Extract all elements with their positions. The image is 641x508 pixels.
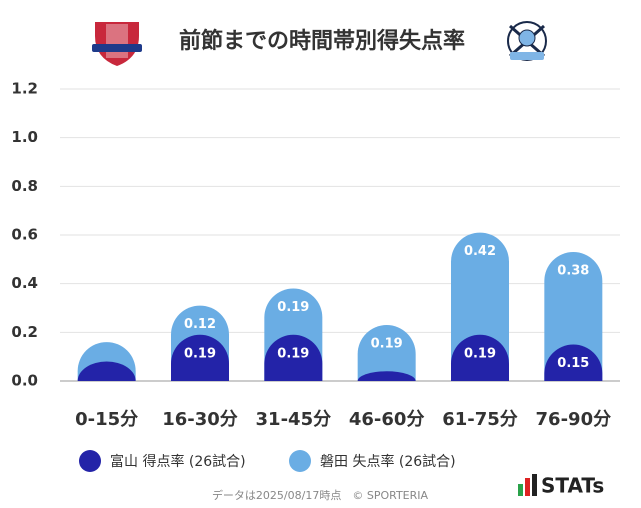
y-tick-label: 0.6 (11, 226, 38, 244)
brand-name: STATs (541, 474, 604, 498)
y-tick-label: 0.4 (11, 274, 38, 292)
bar-segment (357, 371, 416, 381)
y-tick-label: 1.0 (11, 128, 38, 146)
bar-segment (264, 334, 323, 381)
x-tick-label: 76-90分 (536, 409, 612, 430)
brand-logo (518, 474, 537, 496)
y-tick-label: 0.0 (11, 372, 38, 390)
y-tick-label: 1.2 (11, 80, 38, 98)
home-logo (92, 22, 142, 66)
x-tick-label: 16-30分 (162, 409, 238, 430)
bar-segment (171, 334, 229, 381)
data-label: 0.19 (277, 346, 309, 361)
bar-segment (77, 361, 136, 381)
data-label: 0.42 (464, 244, 496, 259)
data-label: 0.38 (557, 264, 589, 279)
data-label: 0.19 (277, 300, 309, 315)
bar-segment (451, 334, 509, 381)
away-logo (507, 21, 547, 61)
chart-title: 前節までの時間帯別得失点率 (179, 28, 465, 54)
data-label: 0.19 (371, 337, 403, 352)
x-tick-label: 61-75分 (442, 409, 518, 430)
x-tick-label: 0-15分 (75, 409, 138, 430)
bar-segment (544, 344, 603, 381)
legend-label: 磐田 失点率 (26試合) (320, 453, 456, 470)
footer-note: データは2025/08/17時点 © SPORTERIA (212, 488, 429, 502)
legend-swatch (79, 450, 101, 472)
data-label: 0.19 (464, 346, 496, 361)
legend-swatch (289, 450, 311, 472)
legend-label: 富山 得点率 (26試合) (110, 453, 246, 470)
data-label: 0.12 (184, 317, 216, 332)
x-tick-label: 31-45分 (256, 409, 332, 430)
bar-segment (357, 325, 416, 381)
data-label: 0.15 (557, 356, 589, 371)
x-tick-label: 46-60分 (349, 409, 425, 430)
y-tick-label: 0.2 (11, 323, 38, 341)
plot-area: 0.0 0.2 0.4 0.6 0.8 1.0 1.2 0-15分 16-30分 0.19 0.12… (11, 80, 620, 430)
y-tick-label: 0.8 (11, 177, 38, 195)
data-label: 0.19 (184, 346, 216, 361)
